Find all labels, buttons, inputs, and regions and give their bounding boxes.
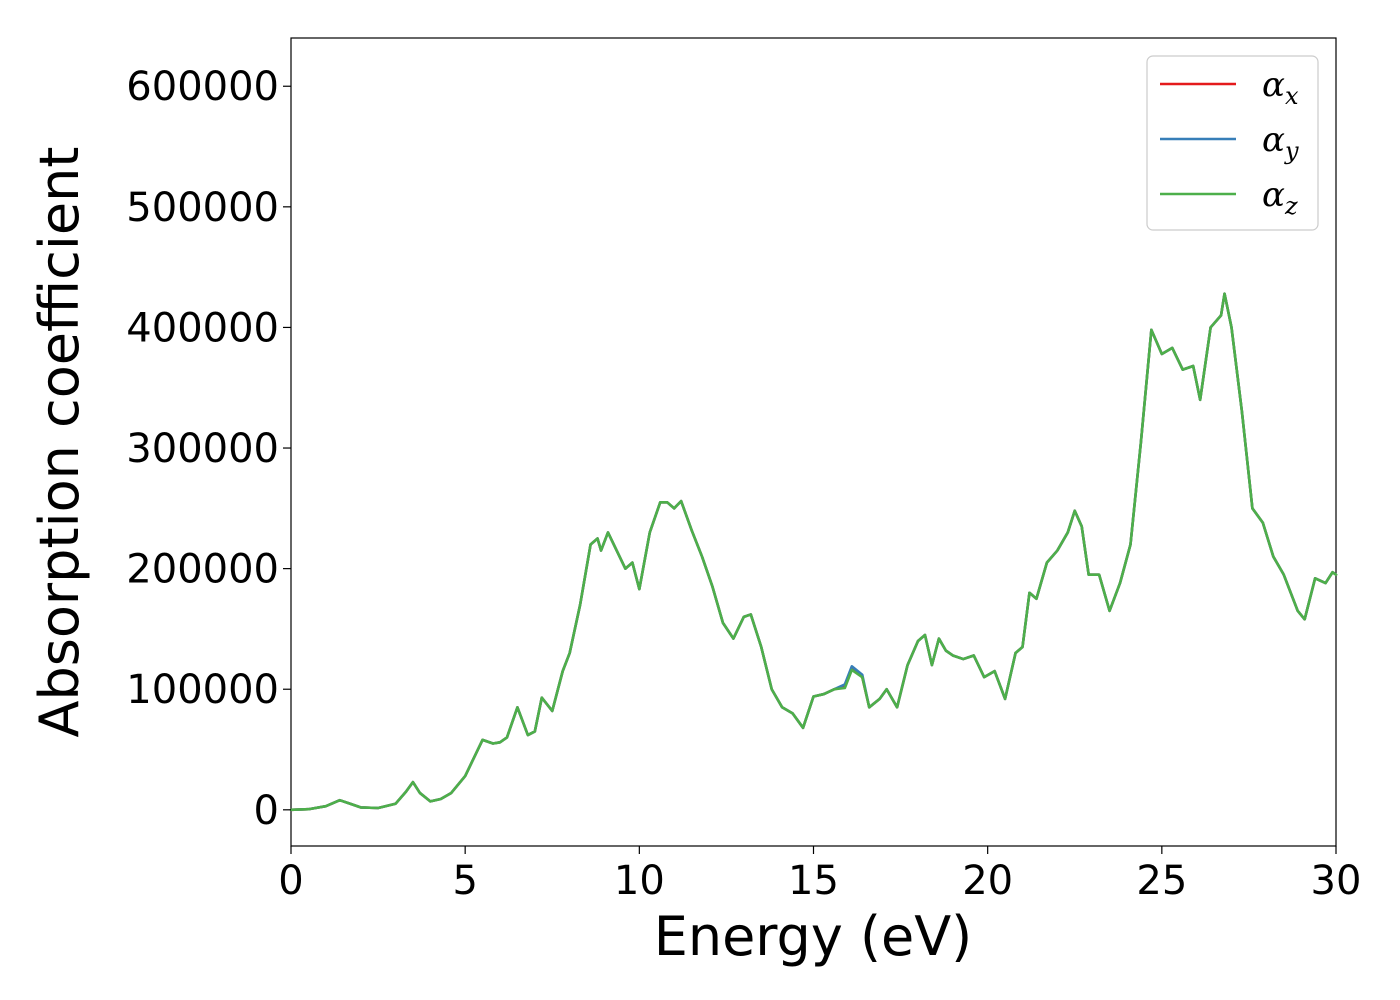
x-tick-label: 30 bbox=[1311, 858, 1362, 904]
series-line-z bbox=[289, 292, 1338, 812]
legend-label-z: αz bbox=[1262, 175, 1298, 220]
y-axis-ticks: 0 100000 200000 300000 400000 500000 600000 bbox=[126, 64, 291, 834]
x-tick-label: 20 bbox=[962, 858, 1013, 904]
x-tick-label: 10 bbox=[614, 858, 665, 904]
y-tick-label: 400000 bbox=[126, 305, 279, 351]
y-tick-label: 600000 bbox=[126, 64, 279, 110]
y-tick-label: 300000 bbox=[126, 426, 279, 472]
y-tick-label: 500000 bbox=[126, 185, 279, 231]
x-tick-label: 5 bbox=[452, 858, 477, 904]
x-axis-ticks: 0 5 10 15 20 25 30 bbox=[278, 846, 1361, 904]
x-axis-label: Energy (eV) bbox=[654, 905, 973, 968]
series-layer bbox=[289, 292, 1338, 812]
legend: αx αy αz bbox=[1146, 55, 1319, 231]
x-tick-label: 0 bbox=[278, 858, 303, 904]
y-tick-label: 200000 bbox=[126, 547, 279, 593]
y-axis-label: Absorption coefficient bbox=[28, 147, 91, 738]
y-tick-label: 100000 bbox=[126, 667, 279, 713]
y-tick-label: 0 bbox=[254, 788, 279, 834]
x-tick-label: 15 bbox=[788, 858, 839, 904]
x-tick-label: 25 bbox=[1136, 858, 1187, 904]
legend-box bbox=[1146, 55, 1319, 231]
legend-label-y: αy bbox=[1262, 120, 1299, 165]
legend-label-x: αx bbox=[1262, 65, 1299, 110]
